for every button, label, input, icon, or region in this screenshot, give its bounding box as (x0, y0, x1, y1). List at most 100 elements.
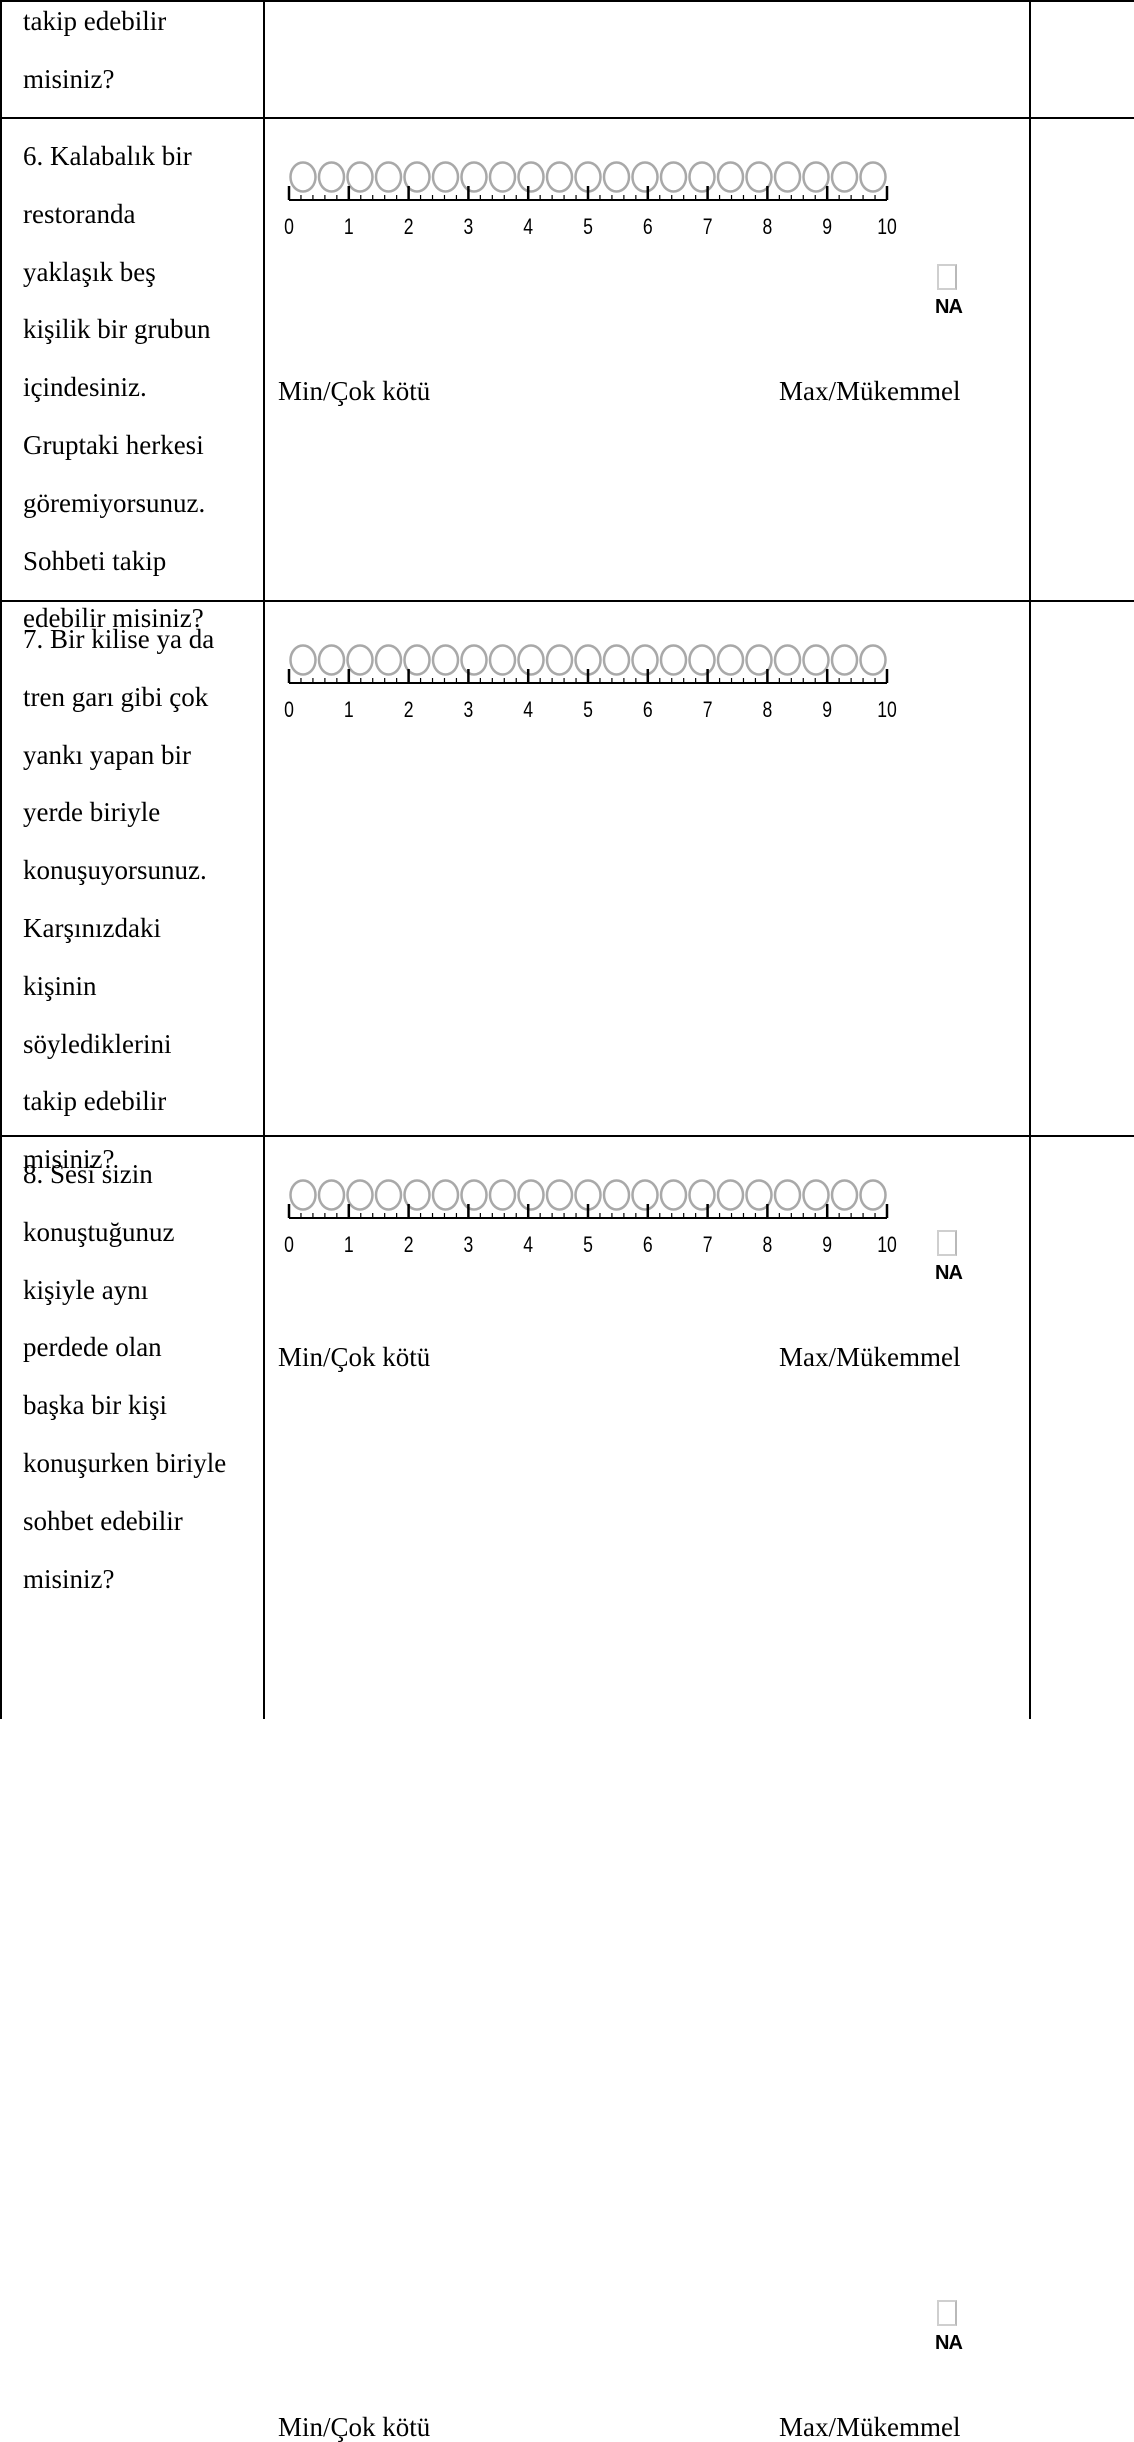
scale-option-circle[interactable] (374, 1179, 403, 1211)
scale-option-circle[interactable] (631, 644, 659, 676)
scale-option-circle[interactable] (802, 1179, 830, 1211)
scale-tick-label: 10 (877, 1233, 897, 1257)
scale-option-circle[interactable] (374, 644, 403, 676)
scale-option-circle[interactable] (317, 161, 346, 193)
na-checkbox[interactable] (937, 264, 957, 290)
scale-option-circle[interactable] (289, 161, 317, 193)
na-checkbox[interactable] (937, 1230, 957, 1256)
row-divider (0, 117, 1134, 119)
scale-option-circle[interactable] (830, 644, 859, 676)
scale-option-circle[interactable] (830, 1179, 859, 1211)
scale-tick-label: 10 (877, 698, 897, 722)
scale-option-circle[interactable] (802, 161, 830, 193)
scale-tick-label: 0 (284, 215, 294, 239)
scale-option-circle[interactable] (745, 161, 773, 193)
scale-option-circle[interactable] (830, 161, 859, 193)
max-label: Max/Mükemmel (779, 1342, 961, 1372)
question-row: 8. Sesi sizin konuştuğunuz kişiyle aynı … (0, 1135, 1134, 2442)
scale-option-circle[interactable] (488, 161, 517, 193)
scale-tick-label: 0 (284, 1233, 294, 1257)
scale-option-circle[interactable] (773, 1179, 802, 1211)
question-text: 6. Kalabalık bir restoranda yaklaşık beş… (23, 141, 211, 634)
scale-option-circle[interactable] (431, 1179, 460, 1211)
question-row: 6. Kalabalık bir restoranda yaklaşık beş… (0, 117, 1134, 633)
rating-scale[interactable]: 0 1 2 3 4 5 6 7 8 9 10 (284, 144, 897, 240)
scale-option-circle[interactable] (403, 644, 431, 676)
scale-option-circle[interactable] (289, 1179, 317, 1211)
rating-scale[interactable]: 0 1 2 3 4 5 6 7 8 9 10 (284, 627, 897, 723)
scale-tick-label: 5 (583, 1233, 593, 1257)
scale-tick-label: 2 (404, 1233, 414, 1257)
rating-scale[interactable]: 0 1 2 3 4 5 6 7 8 9 10 (284, 1162, 897, 1258)
row-divider (0, 600, 1134, 602)
scale-option-circle[interactable] (659, 1179, 688, 1211)
scale-option-circle[interactable] (745, 644, 773, 676)
column-divider (263, 0, 265, 1719)
na-label: NA (935, 2332, 963, 2354)
scale-option-circle[interactable] (688, 1179, 716, 1211)
scale-tick-label: 6 (643, 1233, 653, 1257)
scale-tick-label: 1 (344, 1233, 354, 1257)
scale-tick-label: 9 (822, 1233, 832, 1257)
scale-option-circle[interactable] (802, 644, 830, 676)
scale-option-circle[interactable] (403, 1179, 431, 1211)
scale-option-circle[interactable] (631, 1179, 659, 1211)
scale-option-circle[interactable] (346, 1179, 374, 1211)
scale-option-circle[interactable] (859, 1179, 887, 1211)
scale-option-circle[interactable] (545, 644, 574, 676)
scale-option-circle[interactable] (859, 644, 887, 676)
min-label: Min/Çok kötü (278, 376, 431, 406)
na-checkbox[interactable] (937, 2300, 957, 2326)
scale-option-circle[interactable] (460, 644, 488, 676)
scale-option-circle[interactable] (403, 161, 431, 193)
scale-option-circle[interactable] (517, 644, 545, 676)
scale-option-circle[interactable] (659, 161, 688, 193)
scale-option-circle[interactable] (545, 1179, 574, 1211)
scale-option-circle[interactable] (488, 644, 517, 676)
scale-option-circle[interactable] (659, 644, 688, 676)
scale-option-circle[interactable] (431, 161, 460, 193)
table-border-left (0, 0, 2, 1719)
scale-option-circle[interactable] (545, 161, 574, 193)
scale-option-circle[interactable] (773, 161, 802, 193)
scale-tick-label: 8 (763, 1233, 773, 1257)
question-text: 8. Sesi sizin konuştuğunuz kişiyle aynı … (23, 1159, 227, 1594)
scale-option-circle[interactable] (716, 161, 745, 193)
scale-tick-label: 2 (404, 215, 414, 239)
scale-option-circle[interactable] (745, 1179, 773, 1211)
scale-tick-label: 5 (583, 698, 593, 722)
scale-option-circle[interactable] (688, 161, 716, 193)
scale-option-circle[interactable] (773, 644, 802, 676)
scale-option-circle[interactable] (346, 161, 374, 193)
scale-option-circle[interactable] (602, 161, 631, 193)
scale-option-circle[interactable] (716, 1179, 745, 1211)
scale-option-circle[interactable] (317, 1179, 346, 1211)
scale-tick-label: 9 (822, 215, 832, 239)
scale-option-circle[interactable] (859, 161, 887, 193)
scale-option-circle[interactable] (517, 161, 545, 193)
scale-option-circle[interactable] (631, 161, 659, 193)
scale-option-circle[interactable] (688, 644, 716, 676)
scale-option-circle[interactable] (517, 1179, 545, 1211)
scale-option-circle[interactable] (460, 161, 488, 193)
scale-option-circle[interactable] (374, 161, 403, 193)
question-text: 7. Bir kilise ya da tren garı gibi çok y… (23, 624, 215, 1175)
scale-tick-label: 0 (284, 698, 294, 722)
scale-tick-label: 4 (523, 1233, 533, 1257)
scale-option-circle[interactable] (460, 1179, 488, 1211)
scale-tick-label: 1 (344, 698, 354, 722)
scale-option-circle[interactable] (431, 644, 460, 676)
scale-option-circle[interactable] (602, 1179, 631, 1211)
scale-option-circle[interactable] (289, 644, 317, 676)
scale-option-circle[interactable] (346, 644, 374, 676)
scale-tick-label: 7 (703, 1233, 713, 1257)
scale-option-circle[interactable] (488, 1179, 517, 1211)
row-divider (0, 1135, 1134, 1137)
scale-option-circle[interactable] (317, 644, 346, 676)
scale-option-circle[interactable] (716, 644, 745, 676)
max-label: Max/Mükemmel (779, 2412, 961, 2442)
scale-tick-label: 7 (703, 698, 713, 722)
scale-tick-label: 1 (344, 215, 354, 239)
scale-option-circle[interactable] (602, 644, 631, 676)
